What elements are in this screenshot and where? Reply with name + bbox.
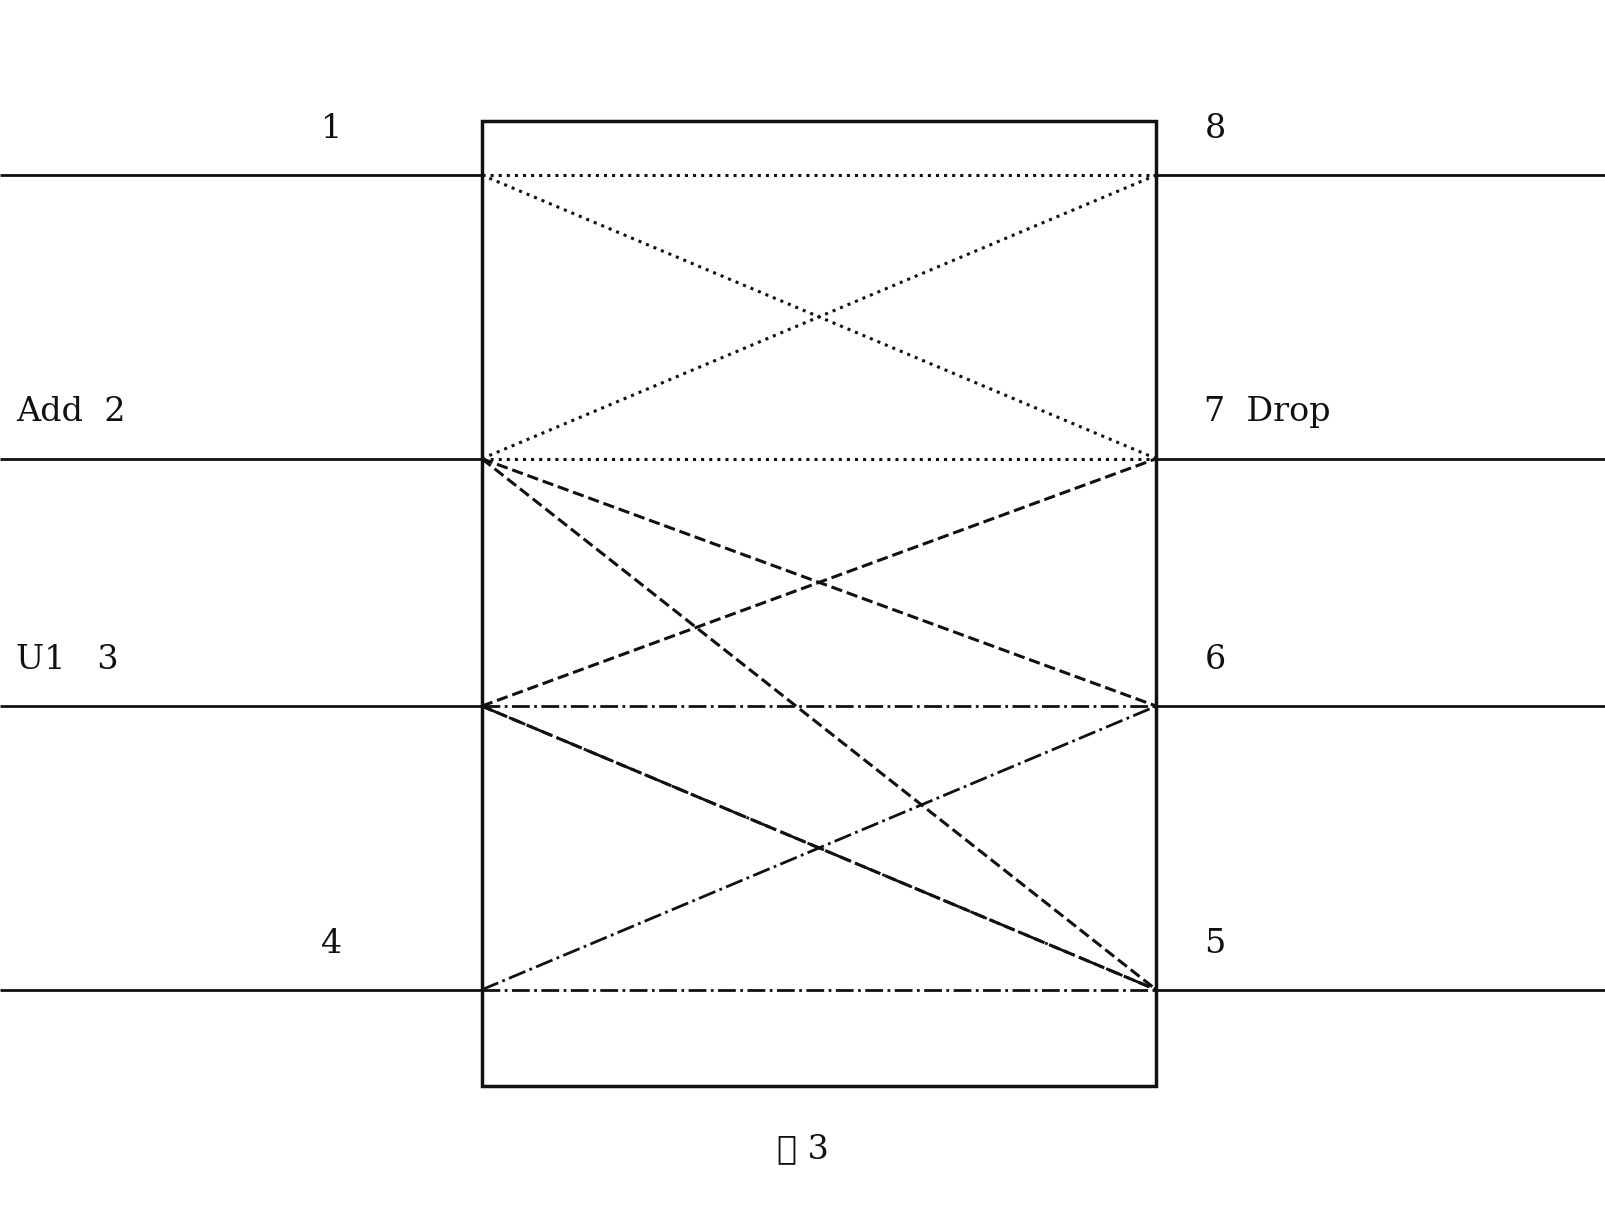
- Text: 5: 5: [1204, 927, 1225, 960]
- Text: 6: 6: [1204, 643, 1225, 676]
- Text: 图 3: 图 3: [777, 1132, 828, 1165]
- Text: 8: 8: [1204, 112, 1225, 145]
- Text: Add  2: Add 2: [16, 396, 125, 428]
- Text: 4: 4: [321, 927, 342, 960]
- Text: U1   3: U1 3: [16, 643, 119, 676]
- Text: 7  Drop: 7 Drop: [1204, 396, 1331, 428]
- Text: 1: 1: [321, 112, 342, 145]
- Bar: [482, 121, 1156, 1086]
